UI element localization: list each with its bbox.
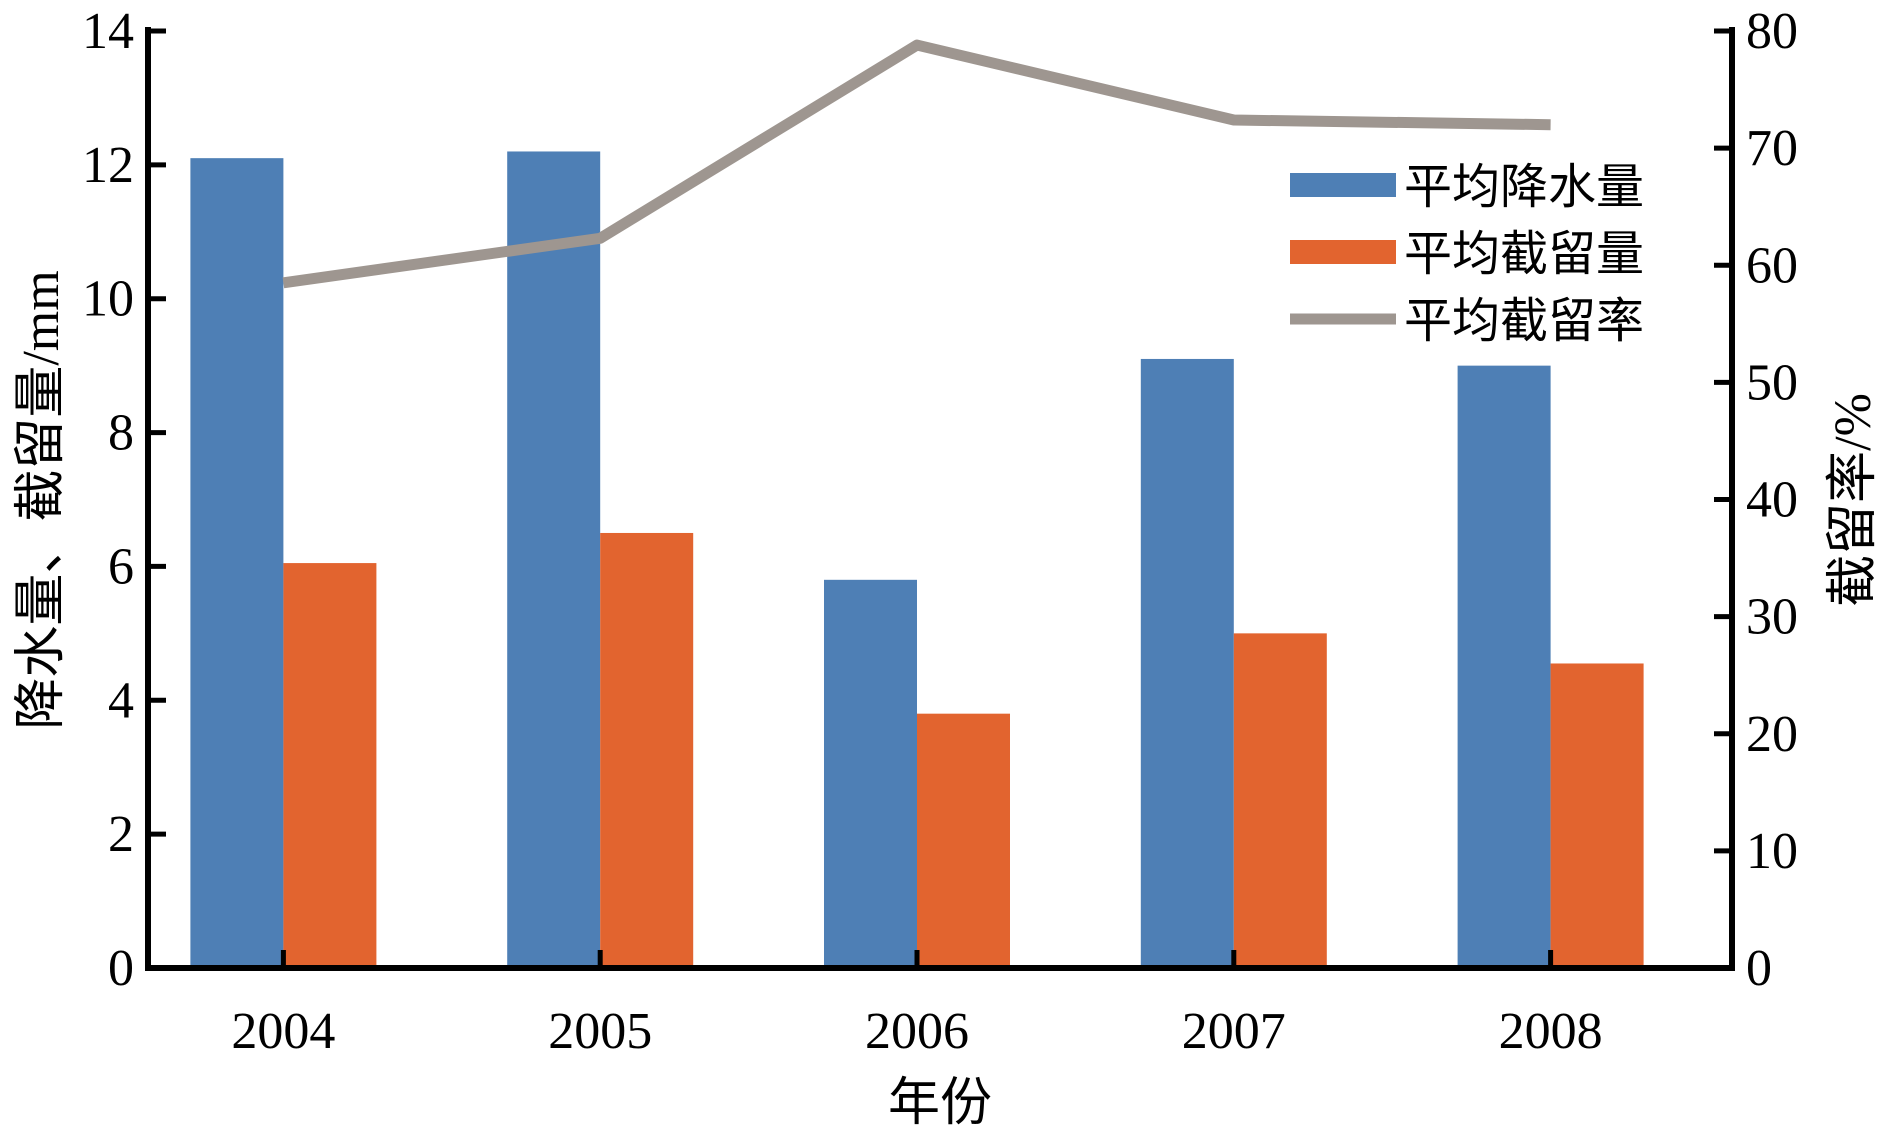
line-layer (282, 39, 1551, 289)
y2-axis-label: 截留率/% (1825, 393, 1882, 607)
bar-平均截留量-2005 (600, 532, 694, 968)
y-tick-label: 4 (108, 672, 134, 729)
x-tick-label: 2005 (548, 1003, 652, 1060)
y-tick-label: 0 (108, 940, 134, 997)
y-tick-label: 14 (82, 3, 134, 60)
y-tick-label: 2 (108, 806, 134, 863)
bar-平均降水量-2005 (507, 151, 601, 968)
legend-swatch-平均降水量 (1290, 173, 1396, 197)
legend-label: 平均降水量 (1404, 161, 1644, 214)
y2-tick-label: 30 (1746, 589, 1798, 646)
y2-tick-label: 10 (1746, 823, 1798, 880)
bars-layer (190, 151, 1644, 969)
bar-平均截留量-2004 (283, 563, 377, 968)
y2-tick-label: 20 (1746, 706, 1798, 763)
x-tick-label: 2006 (865, 1003, 969, 1060)
y-tick-label: 8 (108, 405, 134, 462)
y2-tick-label: 80 (1746, 3, 1798, 60)
y2-tick-label: 0 (1746, 940, 1772, 997)
legend-label: 平均截留量 (1404, 228, 1644, 281)
bar-平均截留量-2006 (917, 713, 1010, 968)
bar-平均降水量-2004 (190, 158, 284, 968)
y2-tick-label: 50 (1746, 354, 1798, 411)
bar-平均截留量-2007 (1233, 633, 1327, 968)
legend-label: 平均截留率 (1404, 295, 1644, 348)
bar-平均降水量-2006 (824, 579, 917, 968)
axes-layer: 0 2 4 6 8 10 12 14 0 10 20 30 40 50 60 70 80 2004 2005 2006… (82, 3, 1798, 1060)
bar-平均截留量-2008 (1550, 663, 1644, 968)
y-tick-label: 12 (82, 137, 134, 194)
y-axis-label: 降水量、截留量/mm (13, 270, 70, 729)
bar-平均降水量-2008 (1457, 365, 1551, 969)
y-tick-label: 10 (82, 271, 134, 328)
legend-swatch-平均截留量 (1290, 240, 1396, 264)
y2-tick-label: 60 (1746, 237, 1798, 294)
x-tick-label: 2007 (1182, 1003, 1286, 1060)
bar-平均降水量-2007 (1140, 358, 1234, 968)
x-tick-label: 2004 (231, 1003, 335, 1060)
y2-tick-label: 70 (1746, 120, 1798, 177)
y-tick-label: 6 (108, 538, 134, 595)
x-tick-label: 2008 (1499, 1003, 1603, 1060)
y2-tick-label: 40 (1746, 472, 1798, 529)
x-axis-label: 年份 (888, 1075, 992, 1132)
